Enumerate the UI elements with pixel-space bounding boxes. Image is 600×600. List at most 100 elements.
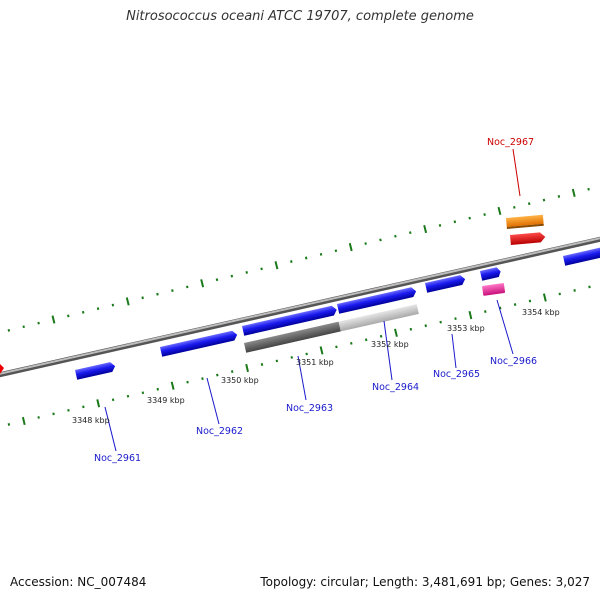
genome-backbone — [0, 236, 600, 378]
genome-title: Nitrosococcus oceani ATCC 19707, complet… — [126, 9, 474, 24]
minor-tick — [111, 398, 115, 402]
gene-label-noc-2961[interactable]: Noc_2961 — [94, 453, 141, 464]
gene-noc-2962[interactable] — [160, 330, 238, 357]
minor-tick — [364, 242, 367, 245]
tick-label-3348: 3348 kbp — [72, 416, 110, 425]
feature-magenta[interactable] — [482, 283, 506, 296]
minor-tick — [528, 299, 532, 303]
minor-tick — [379, 238, 382, 242]
gene-label-noc-2967[interactable]: Noc_2967 — [487, 137, 534, 148]
minor-tick — [409, 327, 413, 331]
minor-tick — [290, 260, 293, 264]
major-tick — [571, 188, 576, 197]
gene-noc-2966[interactable] — [480, 267, 502, 281]
minor-tick — [126, 394, 130, 398]
major-tick — [274, 261, 279, 270]
major-tick — [394, 328, 398, 337]
minor-tick — [67, 408, 70, 412]
gene-noc-2963[interactable] — [242, 305, 338, 336]
gene-label-noc-2962[interactable]: Noc_2962 — [196, 426, 243, 437]
lower-tick-track — [7, 285, 591, 426]
gene-noc-2967[interactable] — [506, 214, 546, 245]
major-tick — [21, 416, 26, 426]
minor-tick — [141, 296, 144, 300]
minor-tick — [260, 267, 263, 271]
tick-label-3350: 3350 kbp — [221, 376, 259, 385]
gene-noc-2964[interactable] — [337, 286, 417, 314]
minor-tick — [334, 249, 338, 253]
minor-tick — [7, 328, 11, 332]
major-tick — [51, 315, 56, 324]
minor-tick — [37, 321, 40, 325]
minor-tick — [171, 289, 174, 292]
minor-tick — [37, 416, 40, 419]
minor-tick — [335, 345, 338, 349]
minor-tick — [424, 324, 427, 328]
minor-tick — [453, 220, 457, 224]
minor-tick — [438, 224, 442, 227]
gene-label-noc-2963[interactable]: Noc_2963 — [286, 403, 333, 414]
minor-tick — [22, 325, 25, 329]
minor-tick — [81, 310, 85, 314]
minor-tick — [230, 370, 234, 373]
major-tick — [319, 346, 324, 355]
minor-tick — [513, 303, 517, 306]
minor-tick — [484, 310, 487, 314]
minor-tick — [186, 380, 189, 384]
tick-label-3354: 3354 kbp — [522, 308, 560, 317]
major-tick — [497, 206, 502, 216]
gene-right-edge[interactable] — [563, 245, 600, 266]
gene-label-noc-2966[interactable]: Noc_2966 — [490, 356, 537, 367]
feature-red-edge[interactable] — [0, 364, 4, 374]
minor-tick — [82, 405, 85, 409]
major-tick — [96, 399, 101, 408]
minor-tick — [542, 198, 546, 202]
major-tick — [200, 279, 205, 288]
major-tick — [423, 224, 428, 234]
tick-label-3349: 3349 kbp — [147, 396, 185, 405]
minor-tick — [468, 216, 471, 220]
minor-tick — [305, 352, 308, 356]
minor-tick — [319, 252, 323, 256]
major-tick — [245, 363, 249, 373]
minor-tick — [454, 317, 457, 321]
major-tick — [468, 310, 473, 320]
minor-tick — [557, 195, 561, 198]
minor-tick — [379, 334, 383, 338]
tick-label-3353: 3353 kbp — [447, 324, 485, 333]
minor-tick — [409, 231, 412, 235]
minor-tick — [7, 423, 11, 426]
minor-tick — [156, 292, 159, 296]
minor-tick — [216, 373, 219, 377]
major-tick — [125, 297, 130, 306]
minor-tick — [439, 320, 442, 324]
accession-text: Accession: NC_007484 — [10, 575, 147, 589]
minor-tick — [304, 256, 308, 260]
minor-tick — [394, 234, 397, 238]
minor-tick — [96, 307, 100, 311]
minor-tick — [290, 356, 293, 359]
minor-tick — [52, 412, 55, 416]
gene-label-noc-2965[interactable]: Noc_2965 — [433, 369, 480, 380]
gene-labels: Noc_2961 Noc_2962 Noc_2963 Noc_2964 Noc_… — [94, 137, 537, 464]
minor-tick — [527, 202, 531, 206]
minor-tick — [260, 363, 264, 366]
minor-tick — [587, 187, 590, 191]
minor-tick — [498, 306, 502, 310]
kbp-tick-labels: 3348 kbp 3349 kbp 3350 kbp 3351 kbp 3352… — [72, 308, 560, 425]
genome-summary-text: Topology: circular; Length: 3,481,691 bp… — [260, 575, 590, 589]
gene-noc-2965[interactable] — [425, 274, 466, 293]
gene-label-noc-2964[interactable]: Noc_2964 — [372, 382, 419, 393]
grey-feature-track — [244, 304, 419, 353]
minor-tick — [573, 289, 576, 292]
tick-label-3351: 3351 kbp — [296, 358, 334, 367]
minor-tick — [156, 387, 159, 391]
minor-tick — [111, 303, 115, 307]
minor-tick — [245, 271, 248, 274]
minor-tick — [186, 285, 189, 289]
minor-tick — [558, 292, 561, 296]
gene-noc-2961[interactable] — [75, 361, 116, 380]
minor-tick — [364, 338, 368, 342]
minor-tick — [230, 274, 234, 278]
